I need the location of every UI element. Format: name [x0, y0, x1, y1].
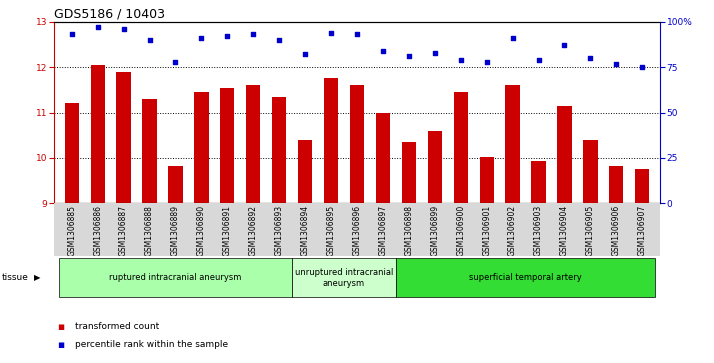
Point [455, 57, 466, 63]
Bar [169, 166, 183, 203]
Bar [298, 140, 312, 203]
Point [221, 33, 233, 39]
Text: unruptured intracranial
aneurysm: unruptured intracranial aneurysm [295, 268, 393, 288]
Bar [506, 85, 520, 203]
Point [637, 64, 648, 70]
Bar [558, 106, 572, 203]
Bar [635, 169, 650, 203]
Text: GSM1306889: GSM1306889 [171, 205, 180, 256]
Point [196, 35, 207, 41]
Bar [292, 258, 396, 297]
Text: GSM1306888: GSM1306888 [145, 205, 154, 256]
Text: GSM1306904: GSM1306904 [560, 205, 569, 256]
Text: GSM1306885: GSM1306885 [67, 205, 76, 256]
Text: GSM1306892: GSM1306892 [248, 205, 258, 256]
Bar [59, 258, 292, 297]
Point [248, 32, 259, 37]
Text: GSM1306905: GSM1306905 [586, 205, 595, 256]
Point [481, 59, 493, 65]
Bar [609, 166, 623, 203]
Bar [480, 157, 494, 203]
Point [429, 50, 441, 56]
Point [92, 24, 104, 30]
Text: GSM1306895: GSM1306895 [326, 205, 336, 256]
Bar [453, 92, 468, 203]
Point [533, 57, 544, 63]
Bar [583, 140, 598, 203]
Bar [91, 65, 105, 203]
Bar [220, 87, 234, 203]
Bar [376, 113, 390, 203]
Bar [531, 161, 545, 203]
Point [351, 32, 363, 37]
Text: GSM1306899: GSM1306899 [431, 205, 439, 256]
Text: transformed count: transformed count [75, 322, 159, 331]
Text: GSM1306902: GSM1306902 [508, 205, 517, 256]
Text: GSM1306887: GSM1306887 [119, 205, 128, 256]
Text: GSM1306893: GSM1306893 [275, 205, 283, 256]
Point [118, 26, 129, 32]
Point [559, 42, 570, 48]
Bar [64, 103, 79, 203]
Point [507, 35, 518, 41]
Text: GSM1306906: GSM1306906 [612, 205, 621, 256]
Point [403, 53, 415, 59]
Point [326, 30, 337, 36]
Bar [324, 78, 338, 203]
Point [610, 61, 622, 66]
Text: tissue: tissue [1, 273, 29, 282]
Point [273, 37, 285, 43]
Text: GSM1306894: GSM1306894 [301, 205, 310, 256]
Point [170, 59, 181, 65]
Point [144, 37, 155, 43]
Bar [142, 99, 156, 203]
Text: GSM1306897: GSM1306897 [378, 205, 388, 256]
Point [585, 55, 596, 61]
Text: ◾: ◾ [57, 322, 64, 332]
Point [66, 32, 77, 37]
Point [377, 48, 388, 54]
Text: GSM1306907: GSM1306907 [638, 205, 647, 256]
Text: GSM1306898: GSM1306898 [404, 205, 413, 256]
Text: GDS5186 / 10403: GDS5186 / 10403 [54, 8, 164, 21]
Text: superficial temporal artery: superficial temporal artery [469, 273, 582, 282]
Bar [350, 85, 364, 203]
Text: ▶: ▶ [34, 273, 41, 282]
Text: GSM1306896: GSM1306896 [353, 205, 361, 256]
Text: ◾: ◾ [57, 340, 64, 350]
Bar [402, 142, 416, 203]
Bar [428, 131, 442, 203]
Text: GSM1306890: GSM1306890 [197, 205, 206, 256]
Bar [194, 92, 208, 203]
Text: GSM1306886: GSM1306886 [93, 205, 102, 256]
Point [299, 52, 311, 57]
Text: GSM1306891: GSM1306891 [223, 205, 232, 256]
Bar [246, 85, 261, 203]
Text: GSM1306900: GSM1306900 [456, 205, 466, 256]
Text: GSM1306903: GSM1306903 [534, 205, 543, 256]
Text: GSM1306901: GSM1306901 [482, 205, 491, 256]
Bar [116, 72, 131, 203]
Text: ruptured intracranial aneurysm: ruptured intracranial aneurysm [109, 273, 241, 282]
Text: percentile rank within the sample: percentile rank within the sample [75, 340, 228, 349]
Bar [396, 258, 655, 297]
Bar [272, 97, 286, 203]
